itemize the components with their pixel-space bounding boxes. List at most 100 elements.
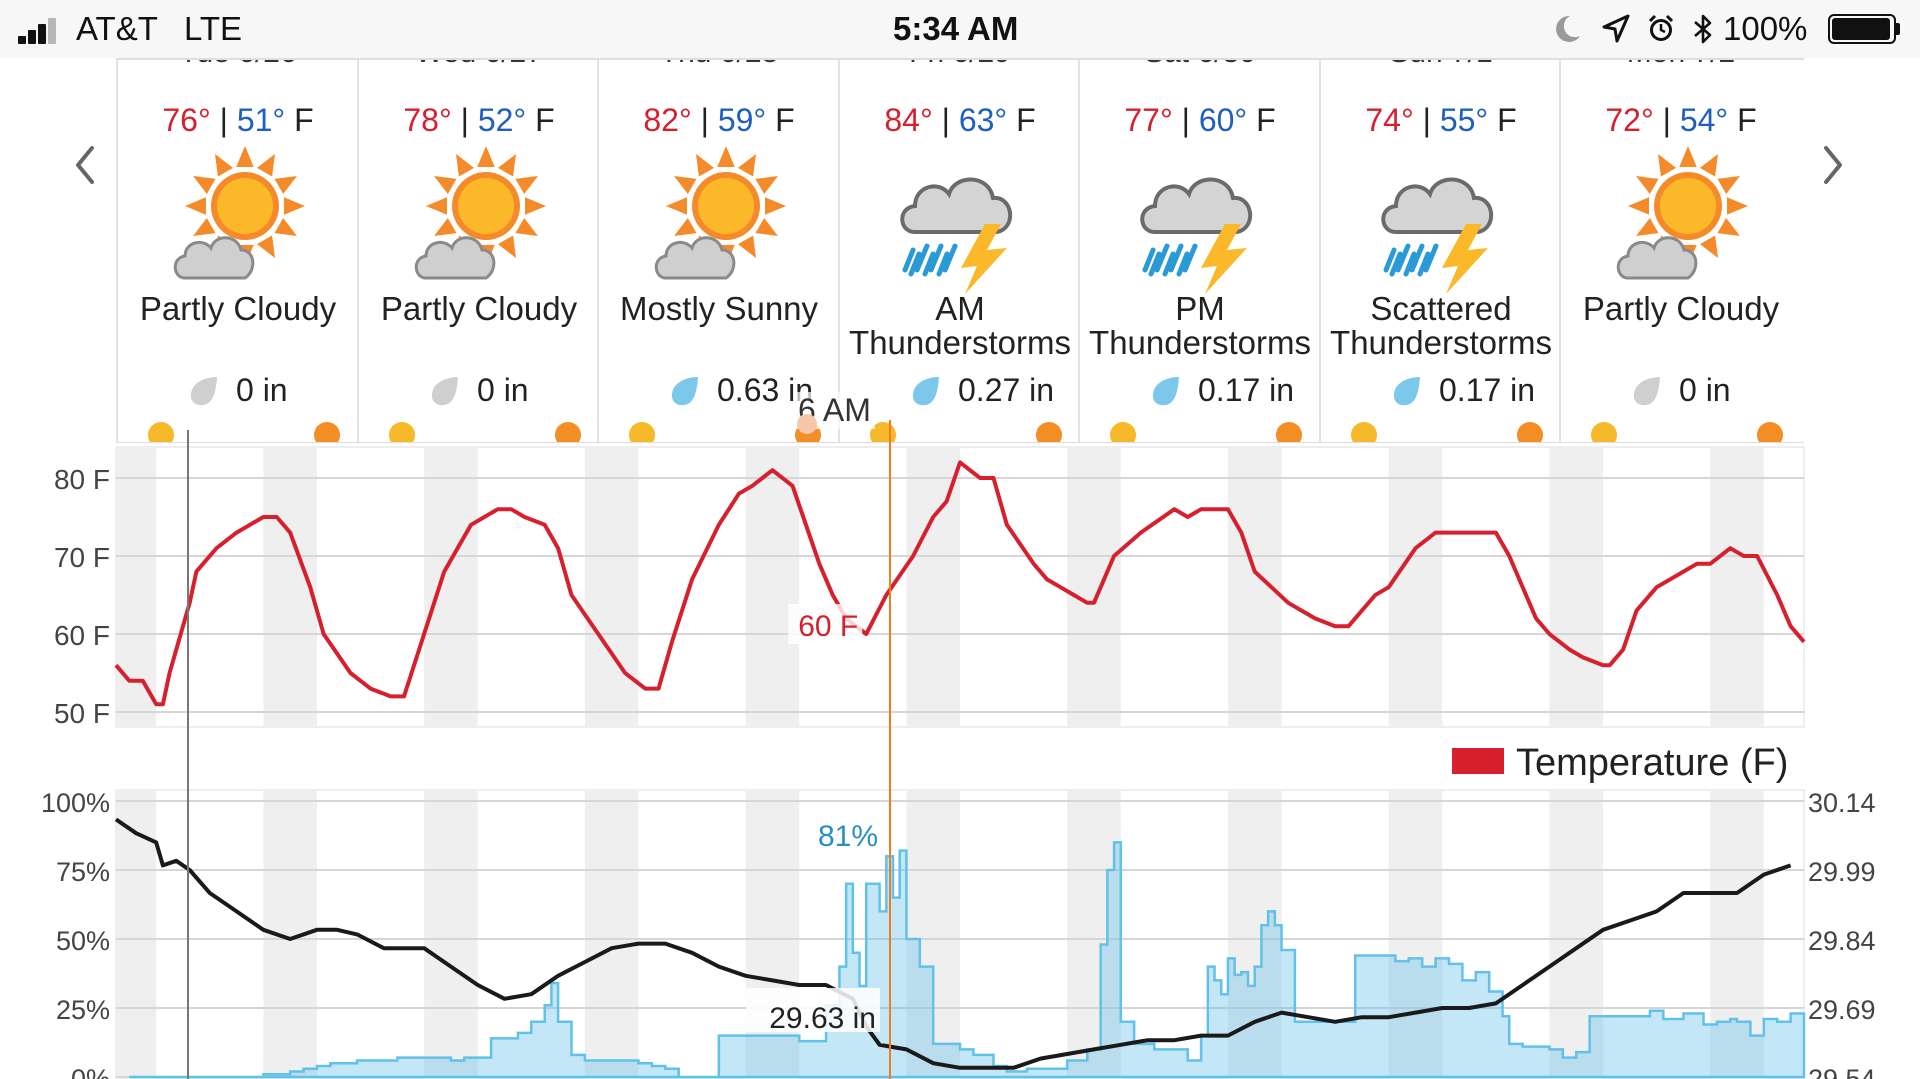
temperature-tick-label: 50 F: [54, 698, 110, 729]
forecast-strip: Tue 6/26 76° | 51° F Partly Cloudy 0 in …: [116, 58, 1804, 443]
sunrise-dot: [389, 422, 415, 442]
pressure-tick-label: 29.84: [1808, 926, 1876, 956]
pressure-tick-label: 29.54: [1808, 1064, 1876, 1079]
alarm-icon: [1648, 14, 1674, 41]
day-column[interactable]: Sat 6/30 77° | 60° F PM Thunderstorms 0.…: [1078, 60, 1318, 442]
clock: 5:34 AM: [893, 10, 1019, 47]
night-band: [1710, 790, 1764, 1079]
day-label: Tue 6/26: [118, 60, 358, 70]
pressure-tick-label: 29.69: [1808, 995, 1876, 1025]
rain-drop-icon: [1393, 377, 1420, 406]
temp-unit: F: [1256, 102, 1276, 138]
sunset-dot: [1517, 422, 1543, 442]
night-band: [116, 447, 157, 727]
bluetooth-icon: [1694, 14, 1712, 44]
sunrise-dot: [1110, 422, 1136, 442]
day-temps: 82° | 59° F: [643, 102, 795, 138]
prev-button[interactable]: [66, 140, 106, 190]
low-temp: 55°: [1439, 102, 1489, 138]
day-column[interactable]: Sun 7/1 74° | 55° F Scattered Thundersto…: [1319, 60, 1559, 442]
precip-amount: 0.17 in: [1321, 370, 1561, 410]
condition-label: Partly Cloudy: [139, 290, 337, 327]
day-column[interactable]: Fri 6/29 84° | 63° F AM Thunderstorms 0.…: [838, 60, 1078, 442]
temp-unit: F: [1016, 102, 1036, 138]
condition-label: Partly Cloudy: [380, 290, 578, 327]
precip-tick-label: 0%: [71, 1064, 110, 1079]
temperature-legend-swatch: [1452, 748, 1504, 774]
high-temp: 82°: [643, 102, 692, 138]
carrier-label: AT&T: [76, 10, 158, 47]
precip-tick-label: 100%: [41, 788, 110, 818]
condition-label: PM Thunderstorms: [1089, 290, 1311, 361]
chevron-left-icon: [76, 146, 94, 184]
night-band: [1067, 790, 1121, 1079]
pressure-tick-label: 29.99: [1808, 857, 1876, 887]
pressure-highlight-label: 29.63 in: [769, 1002, 876, 1035]
high-temp: 74°: [1365, 102, 1414, 138]
pressure-tick-label: 30.14: [1808, 788, 1876, 818]
day-temps: 84° | 63° F: [884, 102, 1036, 138]
partly-cloudy-icon: [414, 146, 546, 280]
precip-amount: 0 in: [359, 370, 599, 410]
selected-time-dot: [797, 414, 817, 434]
temperature-tick-label: 80 F: [54, 464, 110, 495]
sunset-dot: [1036, 422, 1062, 442]
day-temps: 78° | 52° F: [403, 102, 555, 138]
battery-icon: [1828, 14, 1900, 44]
thunderstorm-icon: [900, 177, 1013, 294]
condition-label: AM Thunderstorms: [849, 290, 1071, 361]
signal-strength-icon: [18, 16, 66, 44]
sunset-dot: [1757, 422, 1783, 442]
day-label: Wed 6/27: [359, 60, 599, 70]
day-column[interactable]: Thu 6/28 82° | 59° F Mostly Sunny 0.63 i…: [597, 60, 837, 442]
day-column[interactable]: Wed 6/27 78° | 52° F Partly Cloudy 0 in: [357, 60, 597, 442]
temp-unit: F: [1497, 102, 1517, 138]
night-band: [263, 447, 317, 727]
temperature-highlight-bg: [788, 604, 863, 644]
pressure-highlight-bg: [746, 988, 880, 1032]
night-band: [584, 447, 639, 727]
night-band: [584, 790, 639, 1079]
sunset-dot: [314, 422, 340, 442]
temperature-legend-label: Temperature (F): [1516, 742, 1789, 784]
rain-drop-icon: [912, 377, 939, 406]
precip-value: 0 in: [236, 372, 288, 408]
temp-unit: F: [1737, 102, 1757, 138]
high-temp: 78°: [403, 102, 452, 138]
day-temps: 74° | 55° F: [1365, 102, 1517, 138]
condition-label: Scattered Thunderstorms: [1330, 290, 1552, 361]
network-label: LTE: [184, 10, 243, 47]
precip-value: 0.27 in: [958, 372, 1055, 408]
day-label: Sun 7/1: [1321, 60, 1561, 70]
partly-cloudy-icon: [654, 146, 786, 280]
night-band: [1549, 447, 1604, 727]
night-band: [1388, 447, 1443, 727]
day-column[interactable]: Tue 6/26 76° | 51° F Partly Cloudy 0 in: [116, 60, 356, 442]
rain-drop-icon: [671, 377, 698, 406]
no-rain-drop-icon: [190, 377, 217, 406]
day-column[interactable]: Mon 7/2 72° | 54° F Partly Cloudy 0 in: [1559, 60, 1799, 442]
day-temps: 76° | 51° F: [162, 102, 314, 138]
precip-value: 0.17 in: [1439, 372, 1536, 408]
sunrise-dot: [629, 422, 655, 442]
next-button[interactable]: [1812, 140, 1852, 190]
high-temp: 84°: [884, 102, 933, 138]
temperature-highlight-label: 60 F: [798, 610, 858, 643]
high-temp: 77°: [1124, 102, 1173, 138]
no-rain-drop-icon: [431, 377, 458, 406]
day-label: Fri 6/29: [840, 60, 1080, 70]
low-temp: 59°: [717, 102, 767, 138]
low-temp: 52°: [477, 102, 527, 138]
condition-label: Mostly Sunny: [619, 290, 819, 327]
battery-percent: 100%: [1723, 10, 1808, 47]
temperature-tick-label: 60 F: [54, 620, 110, 651]
location-arrow-icon: [1602, 14, 1630, 43]
precip-tick-label: 75%: [56, 857, 110, 887]
temp-unit: F: [535, 102, 555, 138]
high-temp: 76°: [162, 102, 211, 138]
precip-amount: 0.17 in: [1080, 370, 1320, 410]
thunderstorm-icon: [1140, 177, 1253, 294]
partly-cloudy-icon: [173, 146, 305, 280]
precip-value: 0 in: [477, 372, 529, 408]
sunset-dot: [1276, 422, 1302, 442]
